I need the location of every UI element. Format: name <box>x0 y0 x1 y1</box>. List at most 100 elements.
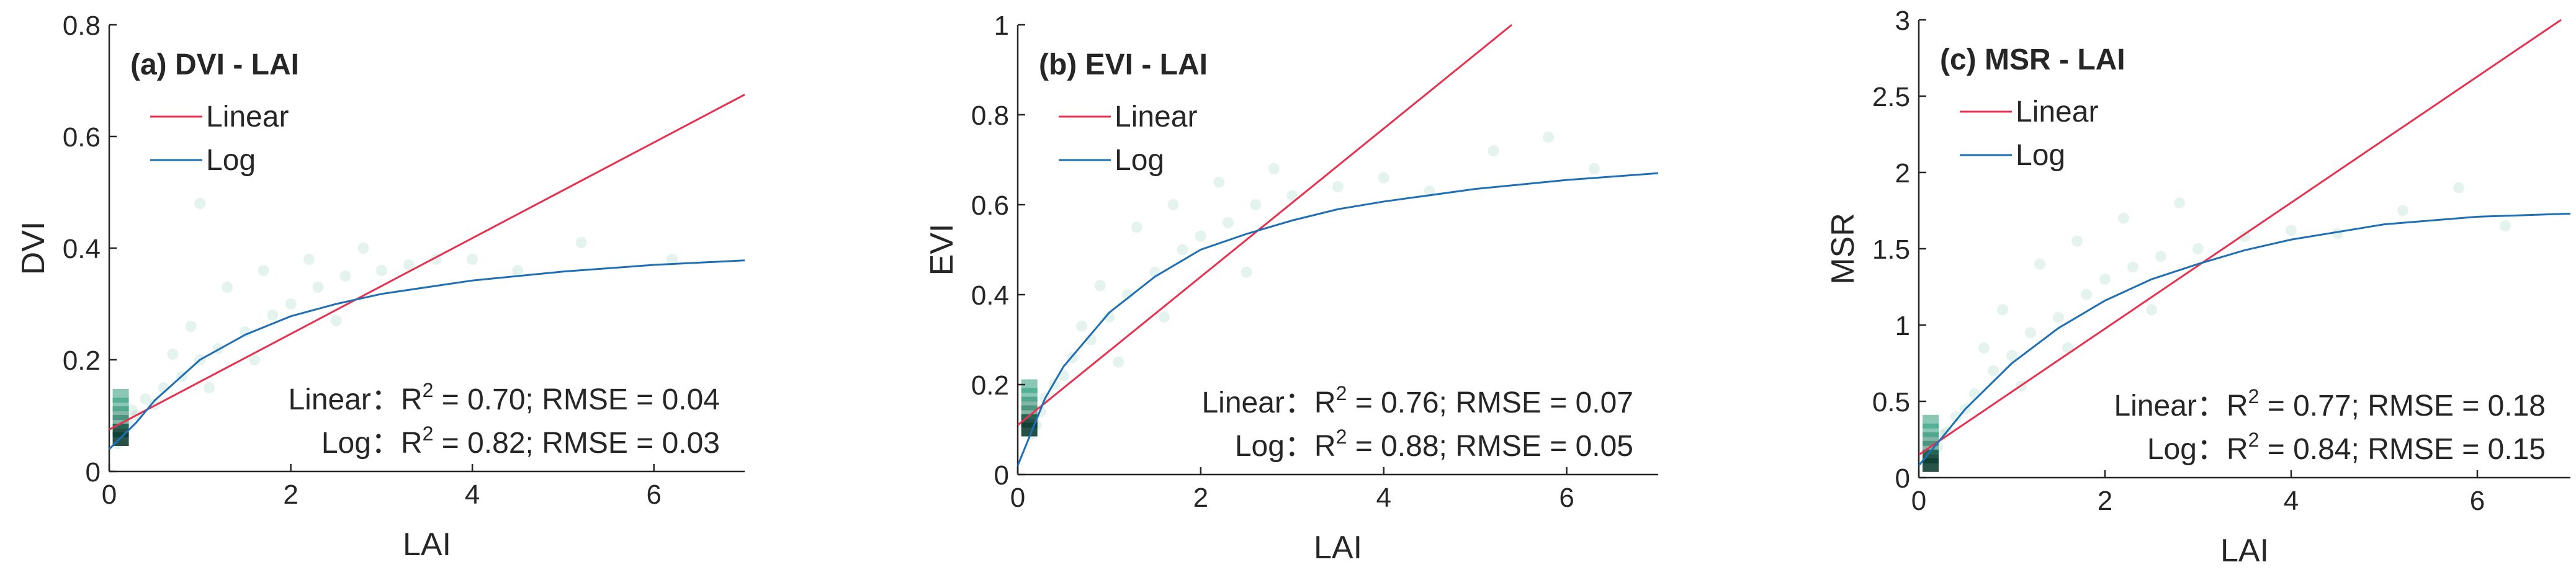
x-tick-label: 0 <box>1911 486 1926 516</box>
series-line-linear <box>1017 24 1513 426</box>
density-point <box>303 254 315 265</box>
stat-prefix: Log：R <box>2147 433 2248 466</box>
series-line-linear <box>1918 19 2562 456</box>
density-point <box>2500 220 2511 232</box>
density-point <box>1378 172 1389 184</box>
y-axis-label: DVI <box>16 221 52 275</box>
density-point <box>2053 311 2064 323</box>
y-tick-label: 0.2 <box>971 370 1009 401</box>
density-point <box>267 310 279 321</box>
density-point <box>1167 199 1179 210</box>
density-point <box>1332 181 1344 192</box>
stat-suffix: = 0.88; RMSE = 0.05 <box>1347 430 1633 463</box>
density-point <box>1978 342 1990 354</box>
density-point <box>240 326 251 337</box>
stat-superscript: 2 <box>2248 385 2260 408</box>
density-core-cell <box>112 389 129 403</box>
density-point <box>2286 225 2297 236</box>
legend-label-log: Log <box>206 144 256 177</box>
density-point <box>2071 235 2083 247</box>
y-tick-label: 0.4 <box>63 234 101 264</box>
x-axis-label: LAI <box>403 527 451 563</box>
density-point <box>1950 411 1962 422</box>
y-tick-label: 0 <box>994 460 1009 491</box>
stat-text: Log：R2 = 0.82; RMSE = 0.03 <box>321 422 720 460</box>
density-point <box>258 265 269 276</box>
x-tick-label: 4 <box>2284 486 2299 516</box>
y-tick-label: 2 <box>1895 158 1910 189</box>
density-point <box>357 243 369 254</box>
x-tick-label: 6 <box>1559 483 1574 513</box>
stat-superscript: 2 <box>1336 382 1347 404</box>
density-point <box>2146 304 2157 316</box>
density-point <box>1177 244 1188 256</box>
y-tick-label: 1 <box>994 11 1009 41</box>
legend-label-log: Log <box>1115 144 1164 177</box>
density-point <box>167 349 179 360</box>
density-point <box>1094 280 1106 292</box>
density-point <box>249 354 261 365</box>
density-point <box>2453 182 2464 194</box>
x-tick-label: 2 <box>1193 483 1208 513</box>
panel-title: (c) MSR - LAI <box>1940 43 2125 76</box>
density-point <box>1969 388 1980 399</box>
x-tick-label: 4 <box>1376 483 1391 513</box>
density-core-cell <box>1923 414 1939 429</box>
density-point <box>1213 176 1225 188</box>
density-point <box>2397 205 2408 216</box>
density-point <box>1195 230 1206 242</box>
density-point <box>126 404 138 416</box>
density-point <box>339 270 351 282</box>
legend: Linear Log <box>1059 100 1197 177</box>
y-axis-label: EVI <box>924 224 960 276</box>
chart-panel-1: 0 2 4 6 0 0.2 0.4 0.6 0.8 LAI DVI (a) DVI - LAI Line… <box>16 11 745 563</box>
stat-prefix: Linear：R <box>288 383 422 416</box>
x-axis-label: LAI <box>2220 533 2269 569</box>
x-tick-label: 2 <box>2098 486 2112 516</box>
density-point <box>2034 258 2045 270</box>
density-point <box>1268 163 1280 174</box>
density-point <box>194 198 206 209</box>
stat-suffix: = 0.84; RMSE = 0.15 <box>2259 433 2546 466</box>
stat-superscript: 2 <box>2248 429 2260 451</box>
density-point <box>1223 217 1234 228</box>
density-point <box>2006 350 2017 362</box>
stat-prefix: Log：R <box>1235 430 1336 463</box>
y-axis-label: MSR <box>1825 213 1861 285</box>
legend-label-linear: Linear <box>206 100 289 133</box>
density-point <box>666 254 678 265</box>
density-point <box>312 282 324 293</box>
density-point <box>203 382 215 393</box>
series-line-log <box>1016 172 1659 466</box>
series-line-linear <box>109 94 745 431</box>
stat-prefix: Log：R <box>321 427 423 460</box>
density-point <box>330 315 342 326</box>
panel-title: (b) EVI - LAI <box>1039 48 1208 81</box>
panel-title: (a) DVI - LAI <box>130 48 299 81</box>
stat-superscript: 2 <box>423 379 434 401</box>
stat-text: Log：R2 = 0.88; RMSE = 0.05 <box>1235 426 1633 463</box>
stat-text: Linear：R2 = 0.70; RMSE = 0.04 <box>288 379 720 416</box>
density-point <box>1158 311 1170 323</box>
y-tick-label: 0.6 <box>63 122 101 153</box>
stat-suffix: = 0.76; RMSE = 0.07 <box>1347 386 1633 419</box>
density-point <box>1241 266 1252 278</box>
density-point <box>1113 356 1124 368</box>
density-point <box>575 237 587 248</box>
density-point <box>1997 304 2008 316</box>
legend-label-log: Log <box>2016 139 2065 172</box>
density-point <box>222 282 233 293</box>
stat-prefix: Linear：R <box>1201 386 1335 419</box>
stat-superscript: 2 <box>1336 426 1347 448</box>
chart-panel-3: 0 2 4 6 0 0.5 1 1.5 2 2.5 3 LAI MSR (c) MSR - LAI Line… <box>1825 6 2571 569</box>
y-tick-label: 3 <box>1895 6 1910 36</box>
density-point <box>2099 274 2111 285</box>
y-tick-label: 0.5 <box>1872 387 1910 417</box>
density-point <box>2025 327 2036 339</box>
density-cloud <box>1923 182 2511 472</box>
density-point <box>140 393 151 404</box>
density-point <box>2239 231 2250 243</box>
density-point <box>1488 145 1499 156</box>
stat-suffix: = 0.70; RMSE = 0.04 <box>433 383 720 416</box>
density-point <box>285 298 297 310</box>
